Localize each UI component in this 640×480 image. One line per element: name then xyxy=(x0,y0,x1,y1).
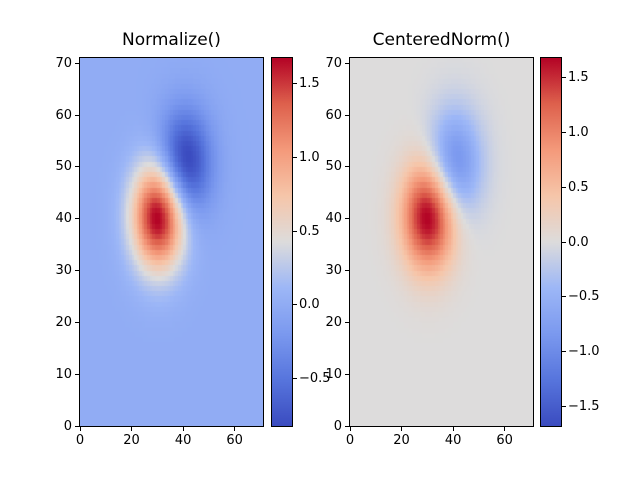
y-tick-label: 10 xyxy=(55,366,72,382)
axes-normalize xyxy=(79,57,264,427)
colorbar-centerednorm xyxy=(540,57,562,427)
x-tick-mark xyxy=(234,427,236,431)
x-tick-label: 0 xyxy=(75,433,85,448)
y-tick-label: 40 xyxy=(325,211,342,227)
plot-title-normalize: Normalize() xyxy=(122,30,221,50)
y-tick-mark xyxy=(345,270,349,271)
y-tick-label: 70 xyxy=(325,55,342,71)
y-tick-label: 60 xyxy=(55,107,72,123)
colorbar-tick-label: 0.0 xyxy=(299,297,320,313)
colorbar-tick-mark xyxy=(562,186,566,188)
colorbar-tick-mark xyxy=(293,156,297,158)
y-tick-mark xyxy=(345,321,349,323)
x-tick-label: 20 xyxy=(123,433,140,448)
colorbar-tick-mark xyxy=(562,296,566,298)
y-tick-mark xyxy=(75,62,79,64)
y-tick-label: 50 xyxy=(55,159,72,175)
y-tick-mark xyxy=(75,425,79,427)
x-tick-mark xyxy=(349,427,351,431)
y-tick-mark xyxy=(345,166,349,168)
colorbar-tick-label: −0.5 xyxy=(568,289,600,305)
plot-title-centerednorm: CenteredNorm() xyxy=(372,30,511,50)
x-tick-label: 0 xyxy=(345,433,355,448)
y-tick-mark xyxy=(345,114,349,116)
y-tick-mark xyxy=(75,321,79,323)
x-tick-label: 20 xyxy=(393,433,410,448)
x-tick-mark xyxy=(79,427,81,431)
axes-centerednorm xyxy=(349,57,534,427)
y-tick-mark xyxy=(345,218,349,220)
colorbar-tick-label: 1.0 xyxy=(568,124,589,140)
colorbar-tick-label: 0.0 xyxy=(568,234,589,250)
colorbar-tick-mark xyxy=(562,351,566,353)
colorbar-tick-mark xyxy=(562,131,566,133)
y-tick-label: 70 xyxy=(55,55,72,71)
y-tick-label: 0 xyxy=(333,418,342,434)
y-tick-label: 30 xyxy=(55,263,72,278)
y-tick-mark xyxy=(345,62,349,64)
colorbar-tick-mark xyxy=(293,83,297,85)
colorbar-tick-mark xyxy=(562,241,566,243)
x-tick-label: 40 xyxy=(444,433,462,448)
colorbar-tick-label: 0.5 xyxy=(568,179,589,195)
colorbar-normalize xyxy=(271,57,293,427)
colorbar-tick-mark xyxy=(293,304,297,306)
x-tick-mark xyxy=(504,427,506,431)
y-tick-label: 20 xyxy=(325,314,342,330)
colorbar-tick-label: 1.5 xyxy=(299,76,320,92)
y-tick-label: 60 xyxy=(325,107,342,123)
colorbar-tick-label: 0.5 xyxy=(299,223,320,239)
colorbar-tick-mark xyxy=(562,406,566,408)
y-tick-label: 40 xyxy=(55,211,72,227)
y-tick-label: 10 xyxy=(325,366,342,382)
x-tick-label: 40 xyxy=(174,433,192,448)
colorbar-tick-label: −1.0 xyxy=(568,344,600,360)
y-tick-label: 0 xyxy=(63,418,72,434)
x-tick-label: 60 xyxy=(496,433,513,448)
y-tick-label: 20 xyxy=(55,314,72,330)
colorbar-tick-mark xyxy=(562,76,566,78)
x-tick-mark xyxy=(452,427,454,431)
colorbar-tick-mark xyxy=(293,377,297,379)
colorbar-tick-label: 1.5 xyxy=(568,69,589,85)
x-tick-mark xyxy=(182,427,184,431)
y-tick-mark xyxy=(345,373,349,375)
x-tick-label: 60 xyxy=(226,433,243,448)
y-tick-mark xyxy=(75,218,79,220)
colorbar-tick-label: −0.5 xyxy=(299,370,331,386)
heatmap-centerednorm xyxy=(350,58,533,426)
y-tick-mark xyxy=(75,114,79,116)
y-tick-mark xyxy=(345,425,349,427)
y-tick-mark xyxy=(75,166,79,168)
colorbar-tick-mark xyxy=(293,230,297,232)
colorbar-tick-label: 1.0 xyxy=(299,149,320,165)
y-tick-mark xyxy=(75,373,79,375)
y-tick-mark xyxy=(75,270,79,271)
y-tick-label: 50 xyxy=(325,159,342,175)
heatmap-normalize xyxy=(80,58,263,426)
x-tick-mark xyxy=(401,427,403,431)
x-tick-mark xyxy=(131,427,133,431)
colorbar-tick-label: −1.5 xyxy=(568,399,600,415)
y-tick-label: 30 xyxy=(325,263,342,278)
